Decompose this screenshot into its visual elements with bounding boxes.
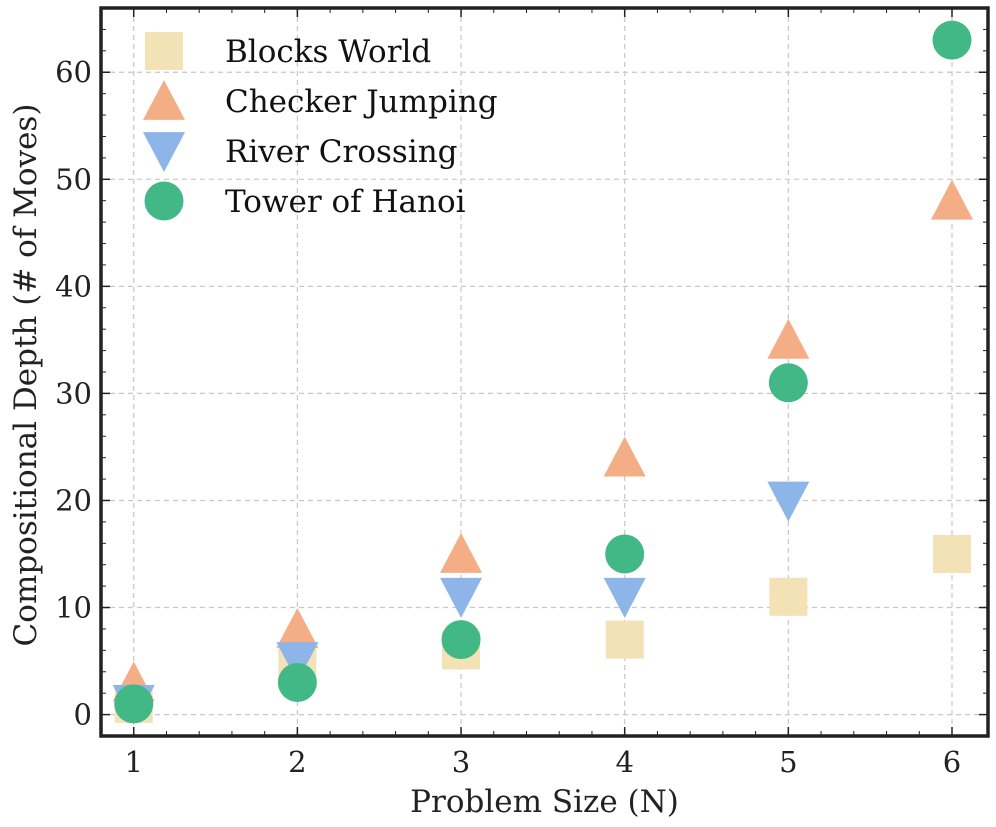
legend-label-river-crossing: River Crossing [225, 134, 458, 170]
legend-marker-blocks-world [145, 32, 183, 70]
tower-of-hanoi-point [768, 363, 808, 403]
checker-jumping-point [930, 179, 973, 220]
series-checker-jumping [112, 179, 973, 702]
checker-jumping-point [603, 436, 646, 477]
checker-jumping-point [276, 607, 319, 648]
tower-of-hanoi-point [605, 534, 645, 574]
legend-item-tower-of-hanoi: Tower of Hanoi [144, 181, 466, 221]
series-blocks-world [114, 535, 971, 723]
legend-marker-river-crossing [143, 132, 185, 172]
y-tick-label: 0 [74, 698, 92, 732]
x-tick-label: 3 [452, 745, 470, 779]
y-tick-label: 60 [55, 55, 92, 89]
tower-of-hanoi-point [932, 20, 972, 60]
legend-label-tower-of-hanoi: Tower of Hanoi [225, 184, 466, 220]
x-tick-label: 2 [288, 745, 306, 779]
data-points [112, 20, 973, 725]
checker-jumping-point [767, 318, 810, 359]
river-crossing-point [276, 642, 319, 683]
y-tick-label: 30 [55, 376, 92, 410]
y-axis-label: Compositional Depth (# of Moves) [8, 104, 44, 647]
tower-of-hanoi-point [277, 662, 317, 702]
legend-item-blocks-world: Blocks World [145, 32, 431, 70]
y-tick-label: 10 [55, 591, 92, 625]
x-tick-label: 6 [943, 745, 961, 779]
legend-item-checker-jumping: Checker Jumping [143, 80, 498, 120]
blocks-world-point [605, 620, 644, 659]
x-tick-label: 4 [615, 745, 633, 779]
legend: Blocks World Checker Jumping River Crossin… [143, 32, 498, 221]
river-crossing-point [603, 577, 646, 618]
x-tick-label: 1 [125, 745, 143, 779]
y-tick-label: 20 [55, 483, 92, 517]
blocks-world-point [769, 577, 808, 616]
series-tower-of-hanoi [114, 20, 972, 724]
legend-item-river-crossing: River Crossing [143, 132, 458, 172]
series-river-crossing [112, 481, 810, 725]
legend-marker-checker-jumping [143, 80, 185, 120]
checker-jumping-point [440, 533, 483, 573]
river-crossing-point [767, 481, 810, 522]
y-tick-label: 40 [55, 269, 92, 303]
y-tick-label: 50 [55, 162, 92, 196]
blocks-world-point [932, 535, 971, 573]
plot-frame [99, 6, 990, 738]
tower-of-hanoi-point [114, 684, 154, 724]
legend-marker-tower-of-hanoi [144, 181, 184, 221]
legend-label-blocks-world: Blocks World [225, 34, 431, 70]
legend-label-checker-jumping: Checker Jumping [225, 84, 498, 120]
x-axis-label: Problem Size (N) [410, 784, 679, 820]
x-tick-label: 5 [779, 745, 797, 779]
river-crossing-point [440, 577, 483, 618]
tower-of-hanoi-point [441, 620, 481, 660]
